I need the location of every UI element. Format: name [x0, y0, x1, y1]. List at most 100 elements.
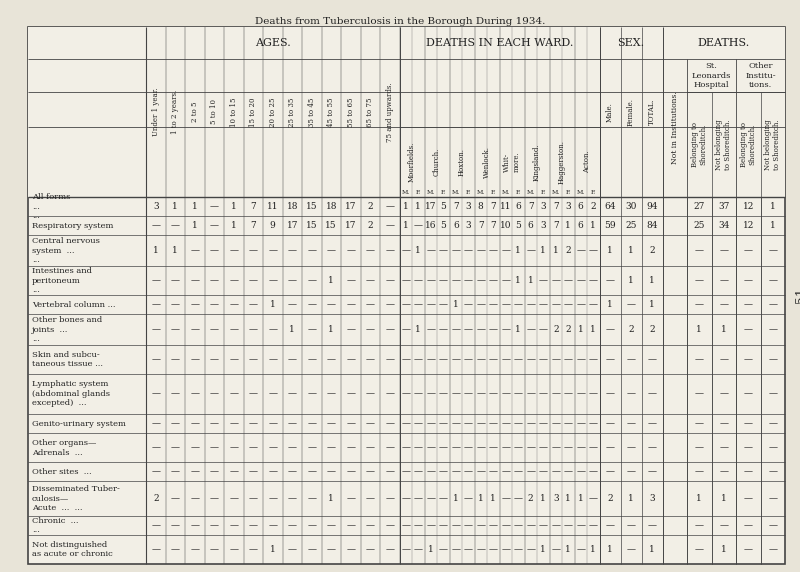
- Text: 1: 1: [553, 247, 558, 255]
- Text: —: —: [589, 419, 598, 428]
- Text: 1: 1: [607, 545, 613, 554]
- Text: —: —: [451, 325, 460, 334]
- Text: —: —: [438, 355, 448, 364]
- Text: —: —: [589, 355, 598, 364]
- Text: —: —: [426, 247, 435, 255]
- Text: 1: 1: [415, 202, 421, 211]
- Text: —: —: [230, 355, 238, 364]
- Text: —: —: [366, 300, 374, 309]
- Text: —: —: [694, 443, 704, 452]
- Text: —: —: [744, 300, 753, 309]
- Text: —: —: [451, 390, 460, 399]
- Text: —: —: [551, 521, 560, 530]
- Text: —: —: [538, 325, 548, 334]
- Text: —: —: [151, 325, 160, 334]
- Text: —: —: [346, 247, 355, 255]
- Text: —: —: [288, 300, 297, 309]
- Text: —: —: [647, 390, 657, 399]
- Text: 6: 6: [528, 221, 534, 231]
- Text: —: —: [476, 390, 486, 399]
- Text: 2: 2: [528, 494, 534, 503]
- Text: —: —: [170, 419, 180, 428]
- Text: 16: 16: [425, 221, 437, 231]
- Text: —: —: [589, 247, 598, 255]
- Text: 2: 2: [649, 325, 655, 334]
- Text: —: —: [502, 467, 510, 476]
- Text: —: —: [576, 521, 586, 530]
- Text: —: —: [151, 221, 160, 231]
- Text: —: —: [402, 521, 410, 530]
- Text: 6: 6: [578, 221, 584, 231]
- Text: —: —: [489, 276, 498, 285]
- Text: —: —: [476, 247, 486, 255]
- Text: —: —: [626, 355, 635, 364]
- Text: Hoxton.: Hoxton.: [458, 148, 466, 176]
- Text: 3: 3: [466, 221, 471, 231]
- Text: —: —: [366, 276, 374, 285]
- Text: —: —: [230, 390, 238, 399]
- Text: —: —: [476, 355, 486, 364]
- Text: —: —: [307, 419, 316, 428]
- Text: —: —: [719, 419, 728, 428]
- Text: —: —: [307, 390, 316, 399]
- Text: —: —: [538, 355, 548, 364]
- Text: Kingsland.: Kingsland.: [533, 143, 541, 181]
- Text: —: —: [694, 276, 704, 285]
- Text: —: —: [426, 419, 435, 428]
- Text: —: —: [402, 276, 410, 285]
- Text: —: —: [502, 494, 510, 503]
- Text: 1: 1: [590, 325, 596, 334]
- Text: —: —: [476, 300, 486, 309]
- Text: —: —: [268, 276, 278, 285]
- Text: —: —: [366, 443, 374, 452]
- Text: F.: F.: [516, 190, 521, 196]
- Text: 10 to 15: 10 to 15: [230, 97, 238, 127]
- Text: 1: 1: [328, 325, 334, 334]
- Text: —: —: [464, 521, 473, 530]
- Text: —: —: [438, 467, 448, 476]
- Text: —: —: [451, 276, 460, 285]
- Text: —: —: [451, 521, 460, 530]
- Text: —: —: [366, 467, 374, 476]
- Text: —: —: [402, 467, 410, 476]
- Text: —: —: [170, 300, 180, 309]
- Text: —: —: [307, 247, 316, 255]
- Text: Not in Institutions.: Not in Institutions.: [670, 92, 678, 164]
- Text: —: —: [526, 247, 535, 255]
- Text: 1: 1: [607, 300, 613, 309]
- Text: 2: 2: [367, 202, 373, 211]
- Text: —: —: [768, 325, 778, 334]
- Text: —: —: [151, 276, 160, 285]
- Text: —: —: [346, 276, 355, 285]
- Text: —: —: [647, 467, 657, 476]
- Text: —: —: [268, 521, 278, 530]
- Text: —: —: [551, 300, 560, 309]
- Text: 2: 2: [153, 494, 158, 503]
- Text: —: —: [576, 247, 586, 255]
- Text: —: —: [402, 300, 410, 309]
- Text: —: —: [464, 390, 473, 399]
- Text: —: —: [694, 467, 704, 476]
- Text: 45 to 55: 45 to 55: [327, 97, 335, 127]
- Text: —: —: [526, 355, 535, 364]
- Text: —: —: [438, 545, 448, 554]
- Text: —: —: [526, 467, 535, 476]
- Text: —: —: [249, 521, 258, 530]
- Text: —: —: [170, 443, 180, 452]
- Text: Not belonging
to Shoreditch.: Not belonging to Shoreditch.: [764, 119, 782, 170]
- Text: 1: 1: [540, 545, 546, 554]
- Text: 1: 1: [649, 545, 655, 554]
- Text: —: —: [346, 521, 355, 530]
- Text: 1: 1: [192, 221, 198, 231]
- Text: —: —: [326, 355, 336, 364]
- Text: —: —: [249, 467, 258, 476]
- Text: —: —: [426, 276, 435, 285]
- Text: 1: 1: [540, 494, 546, 503]
- Text: 3: 3: [541, 221, 546, 231]
- Text: —: —: [576, 443, 586, 452]
- Text: 59: 59: [604, 221, 616, 231]
- Text: —: —: [526, 419, 535, 428]
- Text: 1: 1: [721, 325, 726, 334]
- Text: —: —: [514, 521, 522, 530]
- Text: —: —: [606, 419, 614, 428]
